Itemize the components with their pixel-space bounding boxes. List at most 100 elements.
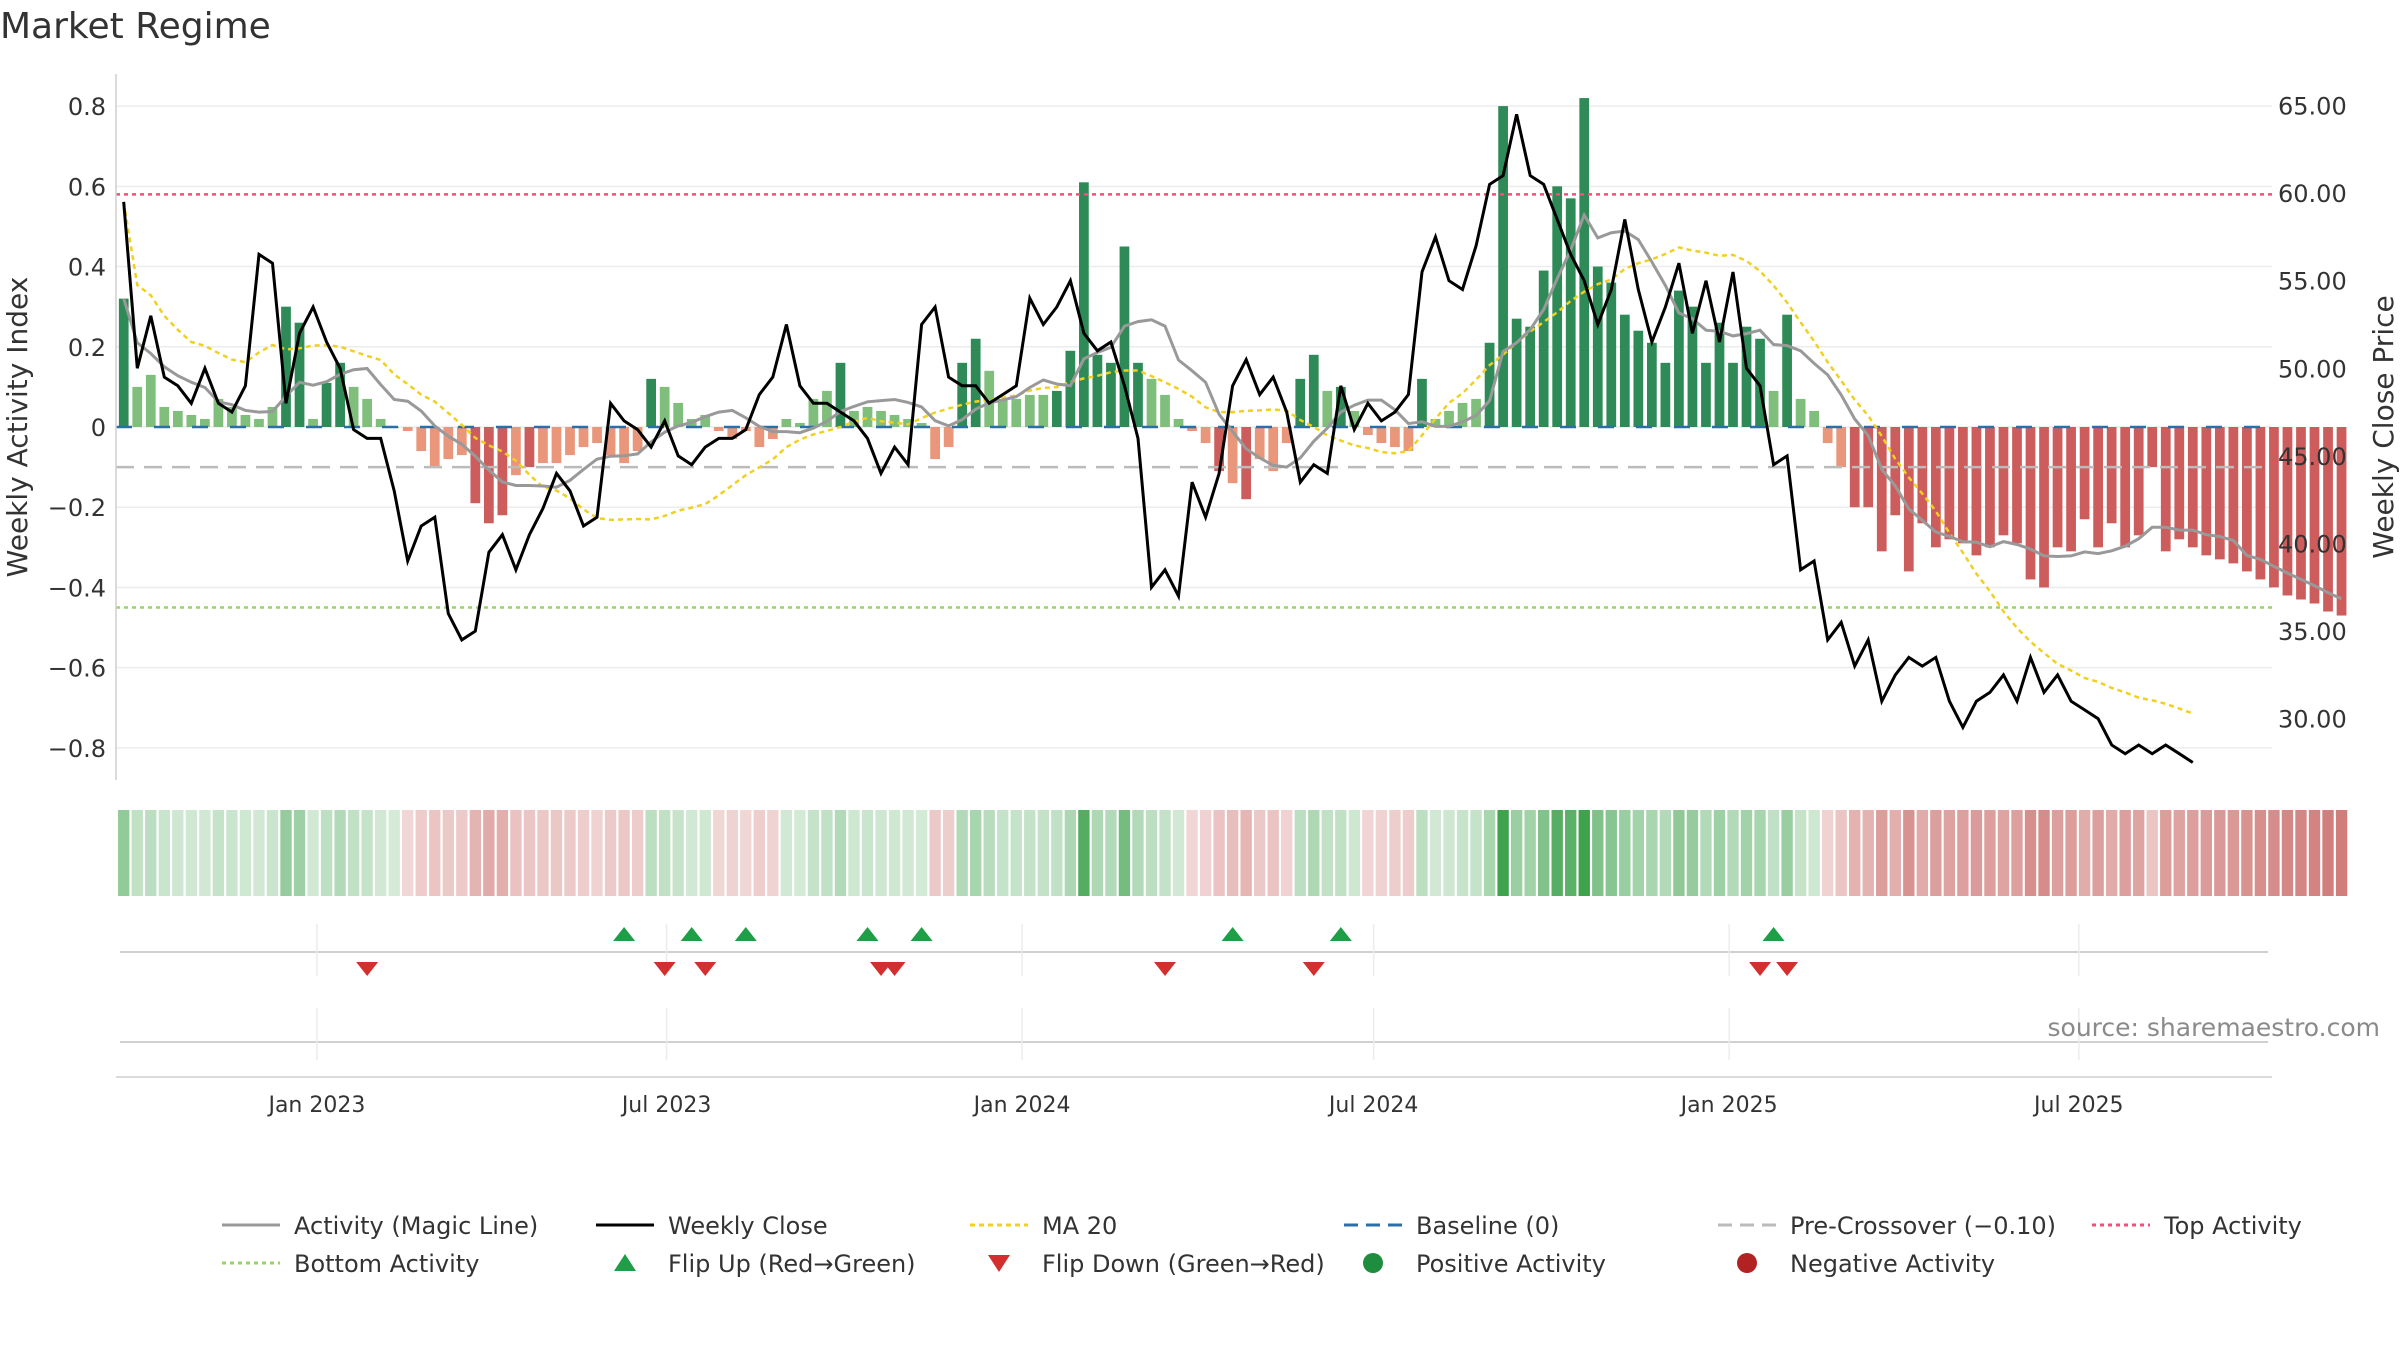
- regime-strip-cell: [1849, 810, 1861, 896]
- legend-item: Bottom Activity: [222, 1250, 479, 1278]
- activity-bar: [632, 427, 643, 452]
- legend-item: Flip Down (Green→Red): [988, 1250, 1325, 1278]
- regime-strip-cell: [1402, 810, 1415, 896]
- activity-bar: [2255, 427, 2266, 580]
- flip-down-marker: [1776, 962, 1799, 976]
- activity-bar: [199, 418, 210, 427]
- regime-strip-cell: [767, 810, 779, 896]
- x-tick-label: Jan 2025: [1679, 1093, 1778, 1118]
- regime-strip-cell: [1091, 810, 1104, 896]
- x-tick-label: Jul 2023: [620, 1093, 712, 1118]
- activity-bar: [727, 427, 738, 440]
- regime-strip-cell: [1254, 810, 1266, 896]
- regime-strip-cell: [1821, 810, 1834, 896]
- y2-tick-label: 45.00: [2278, 443, 2347, 471]
- x-tick-label: Jan 2024: [972, 1093, 1071, 1118]
- activity-bar: [1214, 427, 1224, 472]
- regime-strip-cell: [983, 810, 995, 896]
- regime-strip-cell: [942, 810, 955, 896]
- regime-strip-cell: [2241, 810, 2253, 896]
- regime-strip-cell: [1659, 810, 1672, 896]
- y-tick-label: −0.2: [48, 494, 106, 522]
- y2-tick-label: 50.00: [2278, 355, 2347, 383]
- activity-bar: [1322, 390, 1333, 427]
- regime-strip-cell: [1064, 810, 1077, 896]
- regime-strip-cell: [577, 810, 590, 896]
- y-tick-label: 0.8: [68, 93, 106, 121]
- regime-strip-cell: [1510, 810, 1523, 896]
- regime-strip-cell: [1592, 810, 1604, 896]
- activity-bar: [375, 418, 386, 427]
- regime-strip-cell: [510, 810, 522, 896]
- flip-down-marker: [1302, 962, 1325, 976]
- activity-bar: [1511, 318, 1522, 427]
- activity-bar: [1200, 427, 1211, 444]
- activity-bar: [700, 414, 711, 427]
- activity-bar: [1106, 362, 1116, 427]
- activity-bar: [1484, 342, 1495, 427]
- regime-strip-cell: [361, 810, 373, 896]
- activity-bar: [1065, 350, 1076, 427]
- activity-bar: [1538, 270, 1549, 427]
- activity-bar: [321, 382, 332, 427]
- magic-line: [122, 211, 2343, 601]
- regime-strip-cell: [929, 810, 941, 896]
- activity-bar: [1728, 362, 1738, 427]
- flip-up-marker: [1762, 927, 1785, 941]
- regime-strip-cell: [1348, 810, 1361, 896]
- regime-strip-cell: [2227, 810, 2240, 896]
- activity-bar: [619, 427, 629, 464]
- regime-strip-cell: [1199, 810, 1212, 896]
- activity-bar: [132, 386, 143, 427]
- activity-bar: [646, 378, 657, 427]
- activity-bar: [443, 427, 454, 460]
- y2-tick-label: 65.00: [2278, 93, 2347, 121]
- regime-strip-cell: [997, 810, 1009, 896]
- regime-strip-cell: [2024, 810, 2037, 896]
- legend-item: Baseline (0): [1344, 1212, 1559, 1240]
- activity-bar: [2025, 427, 2036, 580]
- activity-bar: [1998, 427, 2009, 536]
- regime-strip-cell: [2011, 810, 2023, 896]
- legend-label: Flip Up (Red→Green): [668, 1250, 916, 1278]
- legend-label: Baseline (0): [1416, 1212, 1559, 1240]
- activity-bar: [511, 427, 521, 476]
- activity-bar: [281, 306, 291, 427]
- y-axis-title: Weekly Activity Index: [1, 277, 34, 578]
- regime-strip-cell: [1605, 810, 1617, 896]
- activity-bar: [1376, 427, 1387, 444]
- activity-bar: [889, 414, 900, 427]
- activity-bar: [186, 414, 197, 427]
- activity-bar: [2133, 427, 2144, 536]
- activity-bar: [267, 406, 278, 427]
- regime-strip-cell: [1835, 810, 1847, 896]
- legend-item: Positive Activity: [1363, 1250, 1606, 1278]
- activity-bar: [795, 422, 805, 427]
- activity-bar: [362, 398, 373, 427]
- weekly-close-line: [122, 113, 2194, 764]
- regime-strip-cell: [293, 810, 306, 896]
- regime-strip-cell: [1321, 810, 1333, 896]
- regime-strip-cell: [1537, 810, 1550, 896]
- activity-bar: [862, 406, 873, 427]
- regime-strip-cell: [347, 810, 360, 896]
- flip-markers: Jan 2023 Jul 2023 Jan 2024 Jul 2024 Jan 2025…: [116, 924, 2272, 1118]
- regime-strip-cell: [902, 810, 914, 896]
- activity-bar: [1836, 427, 1847, 468]
- activity-bar: [538, 427, 548, 464]
- regime-strip-cell: [2092, 810, 2104, 896]
- regime-strip-cell: [2065, 810, 2077, 896]
- regime-strip-cell: [1240, 810, 1252, 896]
- regime-strip-cell: [158, 810, 170, 896]
- regime-strip-cell: [564, 810, 576, 896]
- activity-bar: [497, 427, 508, 516]
- activity-bar: [1619, 314, 1630, 427]
- regime-strip-cell: [1984, 810, 1996, 896]
- regime-strip-cell: [1416, 810, 1428, 896]
- activity-bar: [2039, 427, 2049, 588]
- y2-tick-label: 35.00: [2278, 618, 2347, 646]
- regime-strip-cell: [1267, 810, 1279, 896]
- regime-strip-cell: [2254, 810, 2267, 896]
- regime-strip-cell: [631, 810, 644, 896]
- activity-bar: [227, 406, 237, 427]
